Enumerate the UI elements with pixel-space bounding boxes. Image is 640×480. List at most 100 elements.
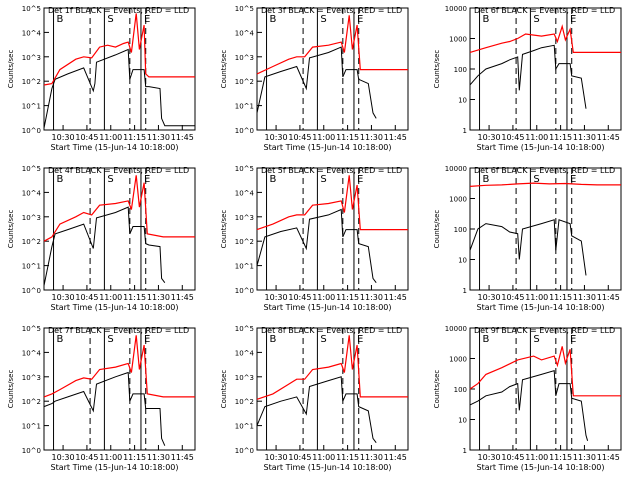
- marker-label: E: [144, 14, 150, 25]
- x-tick-label: 10:45: [288, 133, 311, 142]
- x-tick-label: 10:30: [265, 133, 288, 142]
- x-tick-label: 11:00: [312, 293, 335, 302]
- marker-label: S: [107, 174, 113, 185]
- panel-title: Det 4f BLACK = Events, RED = LLD: [48, 166, 189, 175]
- y-tick-label: 10^3: [22, 374, 41, 382]
- y-tick-label: 10^5: [235, 165, 254, 173]
- x-tick-label: 11:30: [147, 453, 170, 462]
- marker-label: S: [107, 334, 113, 345]
- x-tick-label: 10:30: [52, 453, 75, 462]
- marker-label: S: [320, 334, 326, 345]
- panel-title: Det 8f BLACK = Events, RED = LLD: [261, 326, 402, 335]
- y-axis-label: Counts/sec: [433, 50, 441, 89]
- marker-label: E: [570, 334, 576, 345]
- y-axis-label: Counts/sec: [7, 210, 15, 249]
- x-axis-label: Start Time (15-Jun-14 10:18:00): [477, 303, 605, 312]
- x-tick-label: 11:00: [312, 453, 335, 462]
- x-tick-label: 11:45: [171, 293, 194, 302]
- y-tick-label: 10^0: [235, 127, 254, 135]
- marker-label: B: [483, 174, 490, 185]
- y-tick-label: 100: [454, 386, 467, 394]
- x-tick-label: 11:45: [171, 133, 194, 142]
- y-tick-label: 10^0: [235, 447, 254, 455]
- y-tick-label: 10^1: [22, 423, 41, 431]
- x-tick-label: 10:45: [75, 293, 98, 302]
- x-tick-label: 10:30: [478, 453, 501, 462]
- y-tick-label: 1: [463, 127, 467, 135]
- panel-title: Det 5f BLACK = Events, RED = LLD: [261, 166, 402, 175]
- marker-label: B: [270, 334, 277, 345]
- y-axis-label: Counts/sec: [220, 210, 228, 249]
- panel-title: Det 3f BLACK = Events, RED = LLD: [261, 6, 402, 15]
- y-tick-label: 10^5: [22, 165, 41, 173]
- x-tick-label: 11:15: [123, 453, 146, 462]
- y-tick-label: 10^4: [22, 29, 42, 37]
- x-tick-label: 11:45: [597, 133, 620, 142]
- marker-label: E: [357, 174, 363, 185]
- x-tick-label: 11:45: [384, 453, 407, 462]
- y-tick-label: 10^5: [235, 325, 254, 333]
- x-tick-label: 11:45: [597, 293, 620, 302]
- x-axis-label: Start Time (15-Jun-14 10:18:00): [264, 463, 392, 472]
- marker-label: S: [320, 174, 326, 185]
- marker-label: E: [144, 334, 150, 345]
- y-tick-label: 10^1: [235, 103, 254, 111]
- panel-title: Det 7f BLACK = Events, RED = LLD: [48, 326, 189, 335]
- x-axis-label: Start Time (15-Jun-14 10:18:00): [51, 303, 179, 312]
- x-tick-label: 11:15: [549, 453, 572, 462]
- x-tick-label: 11:15: [123, 293, 146, 302]
- x-axis-label: Start Time (15-Jun-14 10:18:00): [264, 143, 392, 152]
- x-tick-label: 10:45: [75, 133, 98, 142]
- y-axis-label: Counts/sec: [433, 370, 441, 409]
- y-axis-label: Counts/sec: [7, 50, 15, 89]
- marker-label: B: [57, 174, 64, 185]
- x-tick-label: 10:30: [265, 453, 288, 462]
- marker-label: S: [107, 14, 113, 25]
- y-tick-label: 10^0: [22, 447, 41, 455]
- x-tick-label: 10:30: [52, 133, 75, 142]
- lld-series-line: [469, 346, 621, 397]
- x-axis-label: Start Time (15-Jun-14 10:18:00): [477, 143, 605, 152]
- y-tick-label: 10: [458, 417, 467, 425]
- panel-title: Det 9f BLACK = Events, RED = LLD: [474, 326, 615, 335]
- y-axis-label: Counts/sec: [220, 50, 228, 89]
- x-tick-label: 11:30: [573, 293, 596, 302]
- lld-series-line: [43, 13, 195, 86]
- marker-label: E: [357, 14, 363, 25]
- plot-frame: [43, 327, 196, 451]
- marker-label: S: [533, 174, 539, 185]
- events-series-line: [256, 46, 377, 119]
- y-tick-label: 10^2: [235, 78, 254, 86]
- y-tick-label: 1000: [449, 196, 467, 204]
- y-tick-label: 10^5: [22, 5, 41, 13]
- x-tick-label: 11:30: [573, 133, 596, 142]
- y-tick-label: 10^1: [22, 263, 41, 271]
- plot-frame: [43, 7, 196, 131]
- x-tick-label: 10:45: [501, 133, 524, 142]
- events-series-line: [469, 44, 587, 109]
- x-tick-label: 11:00: [99, 453, 122, 462]
- y-tick-label: 1000: [449, 356, 467, 364]
- x-tick-label: 11:45: [597, 453, 620, 462]
- y-tick-label: 10^5: [22, 325, 41, 333]
- y-tick-label: 10^0: [22, 127, 41, 135]
- x-tick-label: 10:45: [501, 453, 524, 462]
- y-tick-label: 10^4: [22, 189, 42, 197]
- lld-series-line: [43, 335, 195, 398]
- marker-label: S: [533, 14, 539, 25]
- plot-frame: [43, 167, 196, 291]
- x-tick-label: 11:15: [336, 293, 359, 302]
- y-tick-label: 10^3: [22, 54, 41, 62]
- x-tick-label: 11:45: [384, 133, 407, 142]
- x-tick-label: 11:30: [360, 293, 383, 302]
- x-tick-label: 11:30: [360, 133, 383, 142]
- y-tick-label: 10^2: [22, 398, 41, 406]
- x-tick-label: 10:45: [501, 293, 524, 302]
- y-tick-label: 10^2: [235, 238, 254, 246]
- panel-title: Det 6f BLACK = Events, RED = LLD: [474, 166, 615, 175]
